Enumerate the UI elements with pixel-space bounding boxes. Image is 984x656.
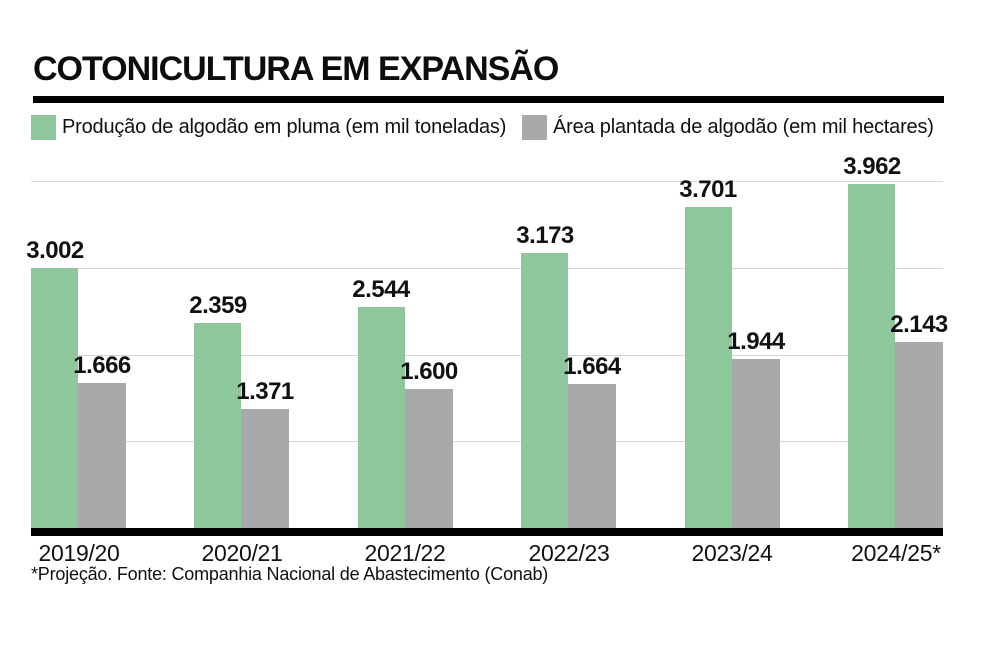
legend-item-area: Área plantada de algodão (em mil hectare… [522,114,934,140]
production-bar-2019/20 [31,268,78,528]
area-bar-2020/21 [241,409,289,528]
area-value-label: 1.666 [73,352,131,379]
production-bar-2021/22 [358,307,405,528]
category-label: 2019/20 [38,540,120,566]
area-value-label: 1.664 [563,353,621,380]
area-value-label: 1.600 [400,358,458,385]
production-bar-2024/25* [848,184,895,528]
category-label: 2022/23 [528,540,610,566]
production-bar-2023/24 [685,207,732,528]
category-label: 2023/24 [691,540,773,566]
gridline-2000 [31,355,943,356]
production-value-label: 3.962 [843,153,901,180]
area-value-label: 1.371 [236,378,294,405]
category-label: 2024/25* [851,540,941,566]
x-axis-line [31,528,943,536]
chart-title: COTONICULTURA EM EXPANSÃO [33,50,559,88]
legend-label-production: Produção de algodão em pluma (em mil ton… [62,115,507,138]
area-bar-2024/25* [895,342,943,528]
area-swatch [522,114,547,140]
area-bar-2021/22 [405,389,453,528]
area-value-label: 2.143 [890,311,948,338]
category-label: 2020/21 [201,540,283,566]
production-bar-2022/23 [521,253,568,528]
production-bar-2020/21 [194,323,241,528]
legend-label-area: Área plantada de algodão (em mil hectare… [553,115,934,138]
production-value-label: 3.173 [516,222,574,249]
area-bar-2023/24 [732,359,780,528]
gridline-3000 [31,268,943,269]
production-value-label: 3.701 [679,176,737,203]
area-bar-2022/23 [568,384,616,528]
gridline-4000 [31,181,943,182]
area-bar-2019/20 [78,383,126,528]
production-value-label: 2.359 [189,292,247,319]
production-value-label: 2.544 [352,276,410,303]
production-swatch [31,114,56,140]
legend-item-production: Produção de algodão em pluma (em mil ton… [31,114,506,140]
category-label: 2021/22 [364,540,446,566]
source-note: *Projeção. Fonte: Companhia Nacional de … [31,564,549,584]
area-value-label: 1.944 [727,328,785,355]
title-rule [33,96,944,103]
gridline-1000 [31,441,943,442]
production-value-label: 3.002 [26,237,84,264]
